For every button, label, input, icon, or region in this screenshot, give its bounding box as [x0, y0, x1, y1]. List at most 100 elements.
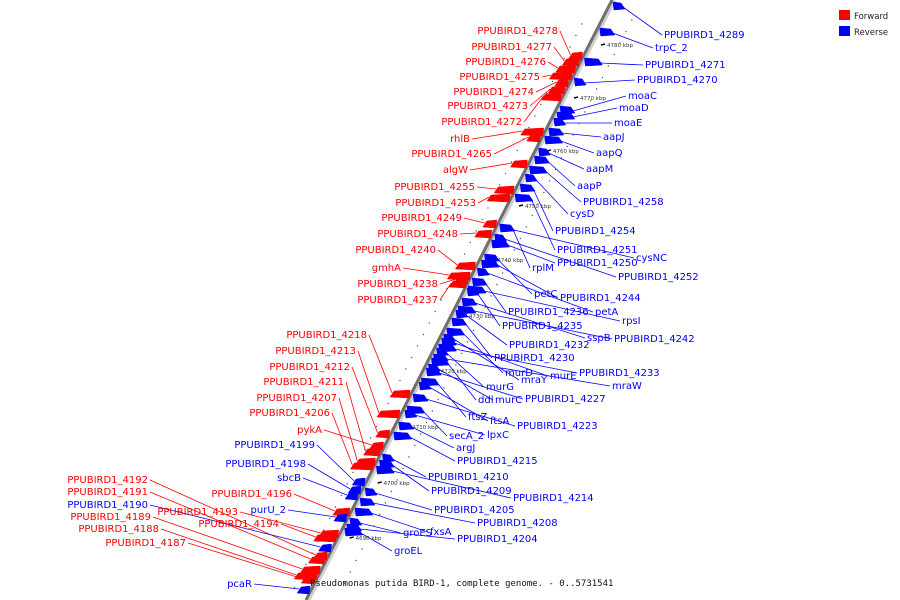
gene-label[interactable]: PPUBIRD1_4274 — [453, 87, 534, 98]
gene-label[interactable]: PPUBIRD1_4192 — [67, 475, 148, 486]
gene-label[interactable]: moaE — [614, 118, 642, 129]
gene-feature[interactable] — [412, 393, 429, 403]
gene-label[interactable]: gmhA — [372, 263, 401, 274]
gene-label[interactable]: PPUBIRD1_4237 — [357, 295, 438, 306]
gene-label[interactable]: aapJ — [603, 132, 625, 143]
gene-label[interactable]: PPUBIRD1_4190 — [67, 500, 148, 511]
gene-label[interactable]: moaD — [619, 103, 649, 114]
gene-label[interactable]: PPUBIRD1_4272 — [441, 117, 522, 128]
gene-feature[interactable] — [369, 441, 384, 451]
gene-label[interactable]: trpC_2 — [655, 43, 688, 54]
gene-feature[interactable] — [418, 381, 432, 391]
gene-label[interactable]: PPUBIRD1_4211 — [263, 377, 344, 388]
gene-label[interactable]: PPUBIRD1_4244 — [560, 293, 641, 304]
gene-feature[interactable] — [313, 533, 337, 543]
gene-label[interactable]: ftsA — [490, 416, 509, 427]
gene-label[interactable]: PPUBIRD1_4250 — [557, 258, 638, 269]
gene-label[interactable]: secA_2 — [449, 431, 484, 442]
gene-label[interactable]: PPUBIRD1_4265 — [411, 149, 492, 160]
gene-label[interactable]: ftsZ — [468, 412, 487, 423]
gene-label[interactable]: PPUBIRD1_4208 — [477, 518, 558, 529]
gene-feature[interactable] — [556, 111, 576, 121]
gene-feature[interactable] — [547, 85, 566, 95]
gene-feature[interactable] — [584, 57, 603, 67]
gene-label[interactable]: rpsI — [622, 316, 641, 327]
gene-label[interactable]: purU_2 — [251, 505, 286, 516]
gene-label[interactable]: PPUBIRD1_4275 — [459, 72, 540, 83]
gene-feature[interactable] — [599, 27, 616, 37]
gene-feature[interactable] — [524, 173, 538, 183]
gene-label[interactable]: mraW — [612, 381, 642, 392]
gene-feature[interactable] — [555, 64, 577, 74]
gene-feature[interactable] — [538, 147, 551, 157]
gene-feature[interactable] — [376, 409, 401, 419]
gene-label[interactable]: PPUBIRD1_4214 — [513, 493, 594, 504]
gene-label[interactable]: PPUBIRD1_4270 — [637, 75, 718, 86]
gene-label[interactable]: pykA — [297, 425, 322, 436]
gene-feature[interactable] — [300, 575, 316, 585]
gene-label[interactable]: PPUBIRD1_4188 — [78, 524, 159, 535]
gene-feature[interactable] — [451, 317, 468, 327]
gene-feature[interactable] — [471, 277, 488, 287]
gene-label[interactable]: murD — [505, 368, 533, 379]
gene-feature[interactable] — [364, 487, 378, 497]
gene-feature[interactable] — [477, 267, 490, 277]
gene-feature[interactable] — [382, 453, 395, 463]
gene-label[interactable]: PPUBIRD1_4249 — [381, 213, 462, 224]
gene-feature[interactable] — [333, 513, 348, 523]
gene-label[interactable]: PPUBIRD1_4209 — [431, 486, 512, 497]
gene-label[interactable]: aapP — [577, 181, 602, 192]
gene-feature[interactable] — [448, 279, 467, 289]
gene-feature[interactable] — [573, 77, 587, 87]
gene-label[interactable]: rhlB — [450, 134, 470, 145]
gene-feature[interactable] — [493, 185, 515, 195]
gene-label[interactable]: algW — [443, 165, 468, 176]
gene-label[interactable]: PPUBIRD1_4212 — [269, 362, 350, 373]
gene-feature[interactable] — [393, 431, 413, 441]
gene-label[interactable]: PPUBIRD1_4218 — [286, 330, 367, 341]
gene-label[interactable]: ddl — [478, 395, 493, 406]
gene-label[interactable]: PPUBIRD1_4189 — [70, 512, 151, 523]
gene-feature[interactable] — [526, 133, 541, 143]
gene-feature[interactable] — [318, 543, 332, 553]
gene-label[interactable]: PPUBIRD1_4205 — [434, 505, 515, 516]
gene-feature[interactable] — [354, 507, 374, 517]
gene-label[interactable]: PPUBIRD1_4273 — [447, 101, 528, 112]
gene-feature[interactable] — [548, 127, 565, 137]
gene-feature[interactable] — [474, 229, 492, 239]
gene-label[interactable]: PPUBIRD1_4253 — [395, 198, 476, 209]
gene-feature[interactable] — [441, 337, 458, 347]
gene-label[interactable]: petC — [534, 289, 557, 300]
gene-label[interactable]: PPUBIRD1_4199 — [234, 440, 315, 451]
gene-label[interactable]: PPUBIRD1_4213 — [275, 346, 356, 357]
gene-label[interactable]: PPUBIRD1_4255 — [394, 182, 475, 193]
gene-label[interactable]: PPUBIRD1_4207 — [256, 393, 337, 404]
gene-feature[interactable] — [296, 585, 311, 595]
gene-feature[interactable] — [529, 165, 548, 175]
gene-feature[interactable] — [553, 117, 567, 127]
gene-feature[interactable] — [461, 297, 478, 307]
gene-label[interactable]: aapM — [586, 164, 613, 175]
gene-label[interactable]: PPUBIRD1_4206 — [249, 408, 330, 419]
gene-label[interactable]: PPUBIRD1_4252 — [618, 272, 699, 283]
gene-feature[interactable] — [519, 183, 536, 193]
gene-feature[interactable] — [482, 219, 498, 229]
gene-label[interactable]: PPUBIRD1_4210 — [428, 472, 509, 483]
gene-label[interactable]: PPUBIRD1_4251 — [557, 245, 638, 256]
gene-label[interactable]: PPUBIRD1_4240 — [355, 245, 436, 256]
gene-label[interactable]: PPUBIRD1_4276 — [465, 57, 546, 68]
gene-feature[interactable] — [376, 465, 395, 475]
gene-label[interactable]: murG — [486, 382, 514, 393]
gene-label[interactable]: rplM — [532, 263, 554, 274]
gene-label[interactable]: PPUBIRD1_4194 — [198, 519, 279, 530]
gene-feature[interactable] — [344, 491, 359, 501]
gene-label[interactable]: PPUBIRD1_4227 — [525, 394, 606, 405]
gene-feature[interactable] — [375, 429, 390, 439]
gene-label[interactable]: PPUBIRD1_4223 — [517, 421, 598, 432]
gene-feature[interactable] — [359, 497, 376, 507]
gene-label[interactable]: PPUBIRD1_4278 — [477, 26, 558, 37]
gene-feature[interactable] — [446, 327, 466, 337]
gene-label[interactable]: PPUBIRD1_4232 — [509, 340, 590, 351]
gene-label[interactable]: petA — [595, 307, 618, 318]
gene-feature[interactable] — [436, 347, 449, 357]
